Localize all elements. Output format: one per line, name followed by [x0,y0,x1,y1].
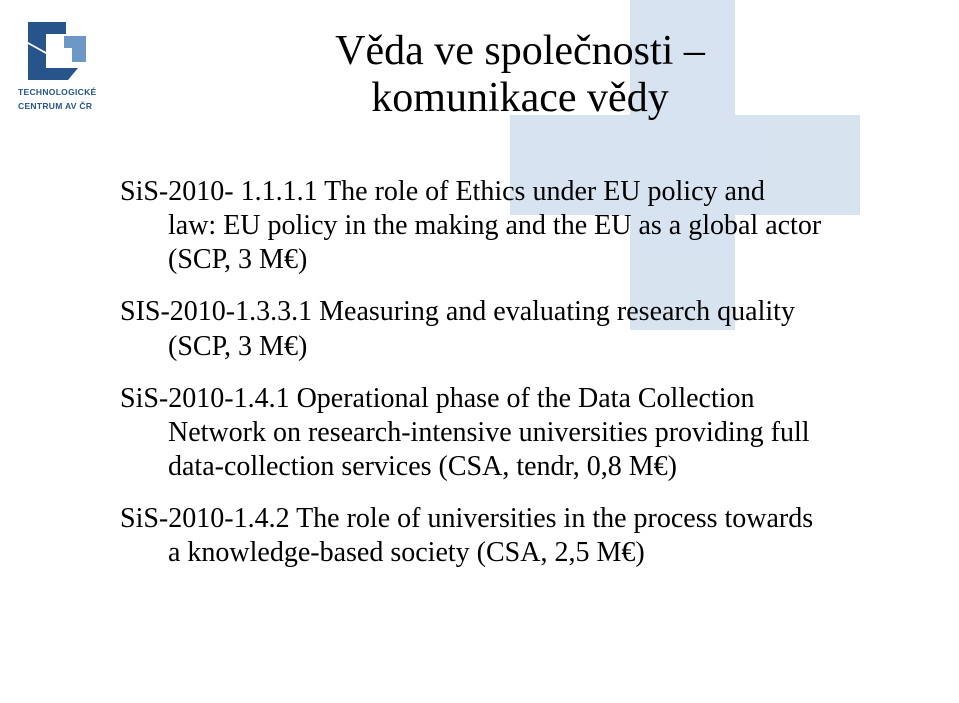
body-item-first-line: SIS-2010-1.3.3.1 Measuring and evaluatin… [120,295,910,329]
body-item-cont-line: data-collection services (CSA, tendr, 0,… [120,450,910,484]
body-item-cont-line: law: EU policy in the making and the EU … [120,209,910,243]
body-item: SIS-2010-1.3.3.1 Measuring and evaluatin… [120,295,910,363]
logo-text-line1: TECHNOLOGICKÉ [18,88,148,98]
slide-title: Věda ve společnosti – komunikace vědy [200,28,840,122]
body-item-cont-line: Network on research-intensive universiti… [120,416,910,450]
body-item-cont-line: a knowledge-based society (CSA, 2,5 M€) [120,536,910,570]
body-item-cont-line: (SCP, 3 M€) [120,330,910,364]
body-item-first-line: SiS-2010-1.4.1 Operational phase of the … [120,382,910,416]
body-item-cont-line: (SCP, 3 M€) [120,243,910,277]
body-item: SiS-2010-1.4.2 The role of universities … [120,502,910,570]
title-line-2: komunikace vědy [371,75,668,121]
body-item: SiS-2010- 1.1.1.1 The role of Ethics und… [120,175,910,277]
org-logo: TECHNOLOGICKÉ CENTRUM AV ČR [18,22,148,112]
slide-body: SiS-2010- 1.1.1.1 The role of Ethics und… [120,175,910,589]
body-item-first-line: SiS-2010-1.4.2 The role of universities … [120,502,910,536]
logo-text-line2: CENTRUM AV ČR [18,102,148,112]
title-line-1: Věda ve společnosti – [335,28,705,74]
body-item-first-line: SiS-2010- 1.1.1.1 The role of Ethics und… [120,175,910,209]
logo-mark [18,22,96,84]
body-item: SiS-2010-1.4.1 Operational phase of the … [120,382,910,484]
